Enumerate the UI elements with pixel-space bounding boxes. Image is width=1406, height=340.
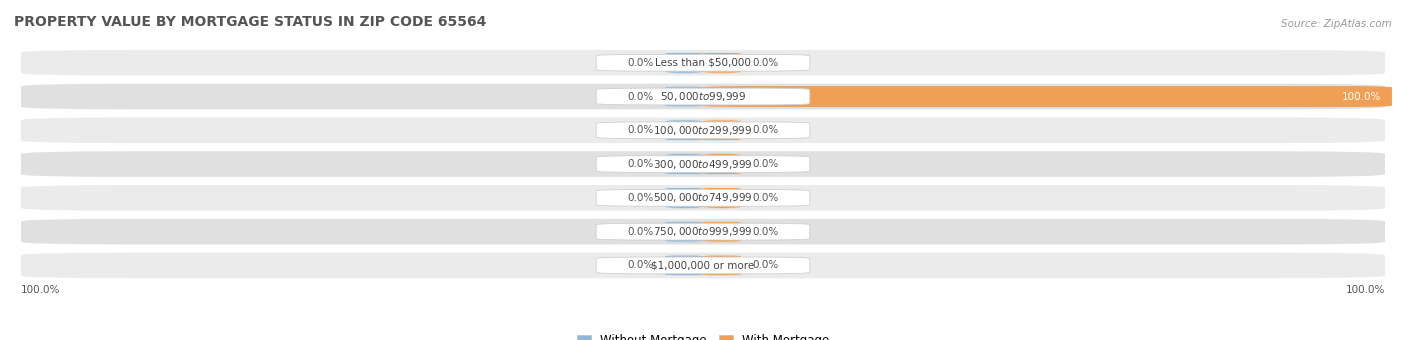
FancyBboxPatch shape [21,84,1385,109]
Text: $50,000 to $99,999: $50,000 to $99,999 [659,90,747,103]
FancyBboxPatch shape [648,187,720,208]
Text: 0.0%: 0.0% [752,260,778,270]
Text: $500,000 to $749,999: $500,000 to $749,999 [654,191,752,204]
Text: $100,000 to $299,999: $100,000 to $299,999 [654,124,752,137]
FancyBboxPatch shape [21,219,1385,244]
Text: $300,000 to $499,999: $300,000 to $499,999 [654,157,752,171]
FancyBboxPatch shape [686,154,758,174]
Text: 0.0%: 0.0% [628,193,654,203]
Text: 0.0%: 0.0% [628,260,654,270]
Legend: Without Mortgage, With Mortgage: Without Mortgage, With Mortgage [574,330,832,340]
FancyBboxPatch shape [596,189,810,206]
Text: 0.0%: 0.0% [628,91,654,102]
FancyBboxPatch shape [648,255,720,276]
FancyBboxPatch shape [648,120,720,141]
Text: Less than $50,000: Less than $50,000 [655,58,751,68]
FancyBboxPatch shape [21,151,1385,177]
Text: 0.0%: 0.0% [628,125,654,135]
FancyBboxPatch shape [596,54,810,71]
Text: Source: ZipAtlas.com: Source: ZipAtlas.com [1281,19,1392,29]
FancyBboxPatch shape [686,187,758,208]
Text: 0.0%: 0.0% [628,58,654,68]
Text: $750,000 to $999,999: $750,000 to $999,999 [654,225,752,238]
FancyBboxPatch shape [648,86,720,107]
Text: 100.0%: 100.0% [1346,285,1385,295]
Text: 0.0%: 0.0% [752,159,778,169]
FancyBboxPatch shape [686,221,758,242]
Text: 0.0%: 0.0% [752,227,778,237]
FancyBboxPatch shape [596,223,810,240]
FancyBboxPatch shape [596,257,810,274]
FancyBboxPatch shape [21,50,1385,75]
Text: 0.0%: 0.0% [752,58,778,68]
FancyBboxPatch shape [21,253,1385,278]
FancyBboxPatch shape [648,52,720,73]
FancyBboxPatch shape [596,88,810,105]
Text: PROPERTY VALUE BY MORTGAGE STATUS IN ZIP CODE 65564: PROPERTY VALUE BY MORTGAGE STATUS IN ZIP… [14,15,486,29]
Text: 0.0%: 0.0% [752,193,778,203]
FancyBboxPatch shape [21,185,1385,211]
FancyBboxPatch shape [648,221,720,242]
Text: $1,000,000 or more: $1,000,000 or more [651,260,755,270]
Text: 0.0%: 0.0% [628,159,654,169]
Text: 0.0%: 0.0% [752,125,778,135]
FancyBboxPatch shape [686,255,758,276]
FancyBboxPatch shape [596,122,810,139]
FancyBboxPatch shape [686,52,758,73]
FancyBboxPatch shape [596,156,810,172]
FancyBboxPatch shape [686,120,758,141]
Text: 100.0%: 100.0% [21,285,60,295]
Text: 0.0%: 0.0% [628,227,654,237]
FancyBboxPatch shape [703,86,1392,107]
FancyBboxPatch shape [21,118,1385,143]
Text: 100.0%: 100.0% [1341,91,1381,102]
FancyBboxPatch shape [648,154,720,174]
